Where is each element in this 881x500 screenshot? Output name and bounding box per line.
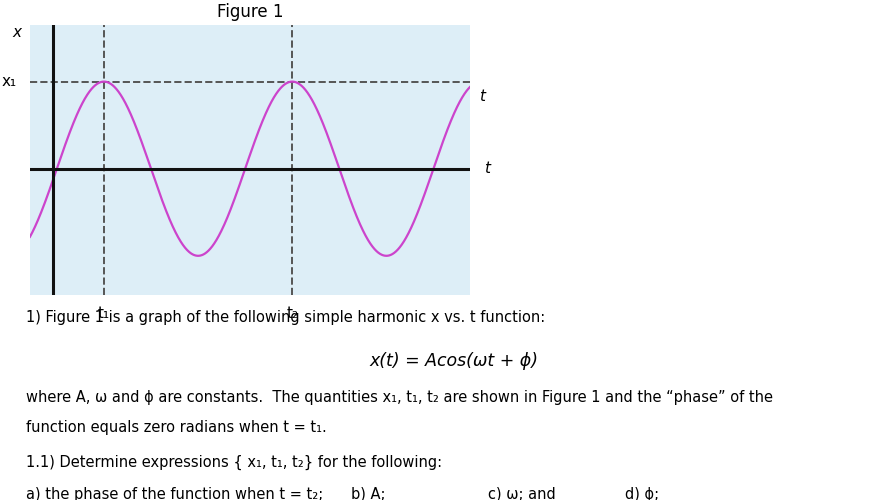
Text: a) the phase of the function when t = t₂;: a) the phase of the function when t = t₂…: [26, 486, 323, 500]
Text: c) ω; and: c) ω; and: [488, 486, 556, 500]
Text: t: t: [484, 161, 490, 176]
Title: Figure 1: Figure 1: [217, 2, 284, 21]
Text: 1.1) Determine expressions { x₁, t₁, t₂} for the following:: 1.1) Determine expressions { x₁, t₁, t₂}…: [26, 454, 442, 469]
Text: x: x: [12, 25, 21, 40]
Text: where A, ω and ϕ are constants.  The quantities x₁, t₁, t₂ are shown in Figure 1: where A, ω and ϕ are constants. The quan…: [26, 390, 774, 405]
Text: function equals zero radians when t = t₁.: function equals zero radians when t = t₁…: [26, 420, 327, 435]
Text: x₁: x₁: [2, 74, 17, 89]
Text: t₁: t₁: [98, 306, 110, 321]
Text: t₂: t₂: [286, 306, 299, 321]
Text: 1) Figure 1 is a graph of the following simple harmonic x vs. t function:: 1) Figure 1 is a graph of the following …: [26, 310, 545, 325]
Text: d) ϕ;: d) ϕ;: [625, 486, 659, 500]
Text: t: t: [479, 90, 485, 104]
Text: b) A;: b) A;: [352, 486, 386, 500]
Text: x(t) = Acos(ωt + ϕ): x(t) = Acos(ωt + ϕ): [369, 352, 538, 370]
